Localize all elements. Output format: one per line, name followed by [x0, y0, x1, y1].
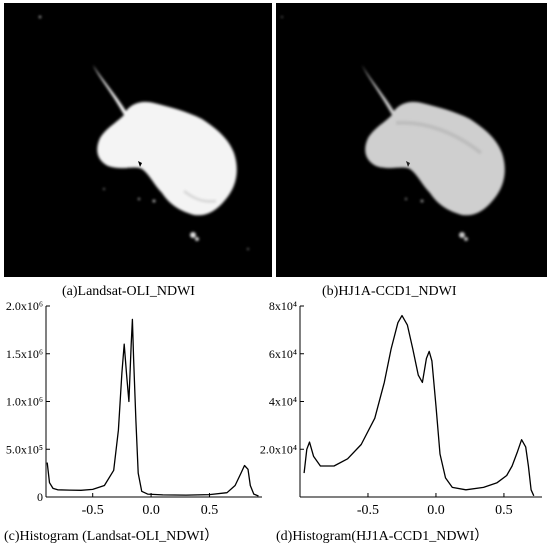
hist-d-x-tick-label: 0.0 — [427, 503, 445, 518]
panel-a-image — [4, 3, 272, 277]
hist-d-y-tick-label: 8x10⁴ — [269, 299, 297, 313]
hist-c-x-tick-label: 0.0 — [142, 503, 160, 518]
panel-c-caption: (c)Histogram (Landsat-OLI_NDWI） — [4, 529, 219, 544]
hist-c-y-tick-label: 2.0x10⁶ — [6, 299, 43, 313]
hist-d-y-tick-label: 6x10⁴ — [269, 347, 297, 361]
hist-c-series-line — [46, 318, 259, 497]
hist-c-y-tick-label: 5.0x10⁵ — [6, 442, 43, 456]
panel-a-caption: (a)Landsat-OLI_NDWI — [62, 284, 195, 299]
panel-b-image — [276, 3, 547, 277]
hist-c-y-tick-label: 1.5x10⁶ — [6, 347, 43, 361]
hist-d-series-line — [303, 314, 535, 497]
hist-c-y-tick-label: 1.0x10⁶ — [6, 395, 43, 409]
panel-b-caption: (b)HJ1A-CCD1_NDWI — [322, 284, 457, 299]
hist-d-x-tick-label: -0.5 — [357, 503, 379, 518]
hist-d-x-tick-label: 0.5 — [495, 503, 513, 518]
hist-c-x-tick-label: 0.5 — [201, 503, 219, 518]
hist-c-x-tick-label: -0.5 — [82, 503, 104, 518]
hist-d-y-tick-label: 2.0x10⁴ — [260, 442, 297, 456]
hist-d-y-tick-label: 4x10⁴ — [269, 395, 297, 409]
panel-d-caption: (d)Histogram(HJ1A-CCD1_NDWI） — [276, 529, 489, 544]
hist-c-y-tick-label: 0 — [37, 490, 43, 504]
